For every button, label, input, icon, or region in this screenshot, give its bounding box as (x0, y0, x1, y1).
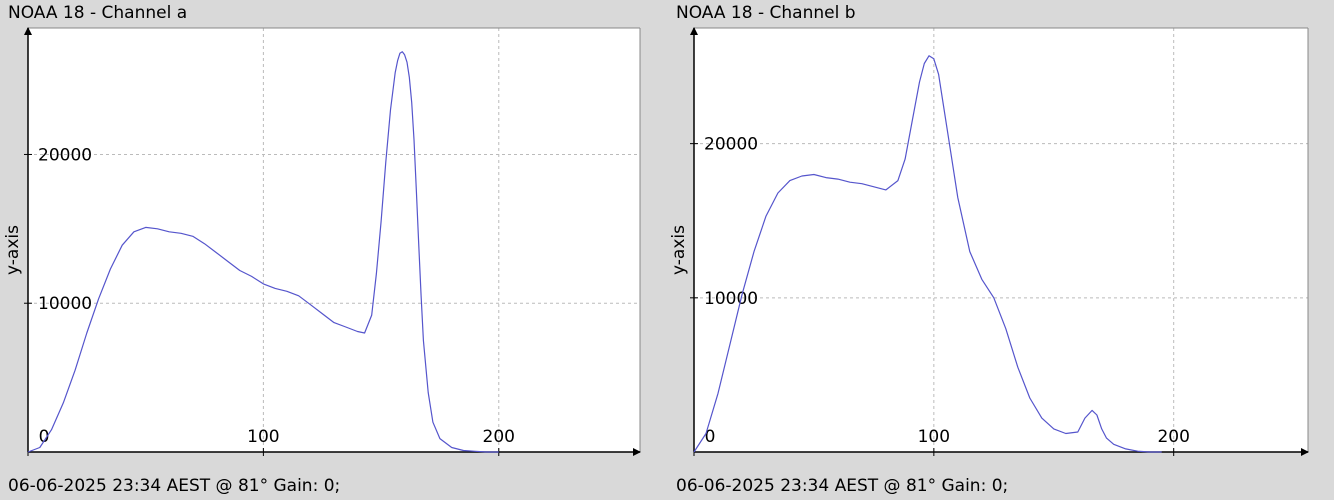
y-axis-arrow-b (690, 27, 698, 35)
plot-area-a (28, 28, 640, 452)
y-axis-label-a: y-axis (3, 225, 23, 275)
plot-area-b (694, 28, 1308, 452)
x-tick-label-b-2: 200 (1157, 427, 1189, 447)
x-tick-label-b-1: 100 (918, 427, 950, 447)
y-tick-label-a-1: 20000 (38, 145, 92, 165)
y-axis-arrow-a (24, 27, 32, 35)
x-tick-label-a-2: 200 (483, 427, 515, 447)
chart-a-footer: 06-06-2025 23:34 AEST @ 81° Gain: 0; (8, 476, 341, 496)
chart-b-footer: 06-06-2025 23:34 AEST @ 81° Gain: 0; (676, 476, 1009, 496)
series-line-b-0 (693, 55, 1162, 453)
y-tick-label-a-0: 10000 (38, 294, 92, 314)
x-tick-label-a-0: 0 (39, 427, 50, 447)
chart-a-title: NOAA 18 - Channel a (8, 3, 188, 23)
y-axis-label-b: y-axis (669, 225, 689, 275)
x-tick-label-a-1: 100 (247, 427, 279, 447)
y-tick-label-b-0: 10000 (704, 289, 758, 309)
x-tick-label-b-0: 0 (705, 427, 716, 447)
y-tick-label-b-1: 20000 (704, 135, 758, 155)
series-line-a-0 (27, 51, 499, 453)
x-axis-arrow-a (633, 448, 641, 456)
chart-b-title: NOAA 18 - Channel b (676, 3, 856, 23)
x-axis-arrow-b (1301, 448, 1309, 456)
